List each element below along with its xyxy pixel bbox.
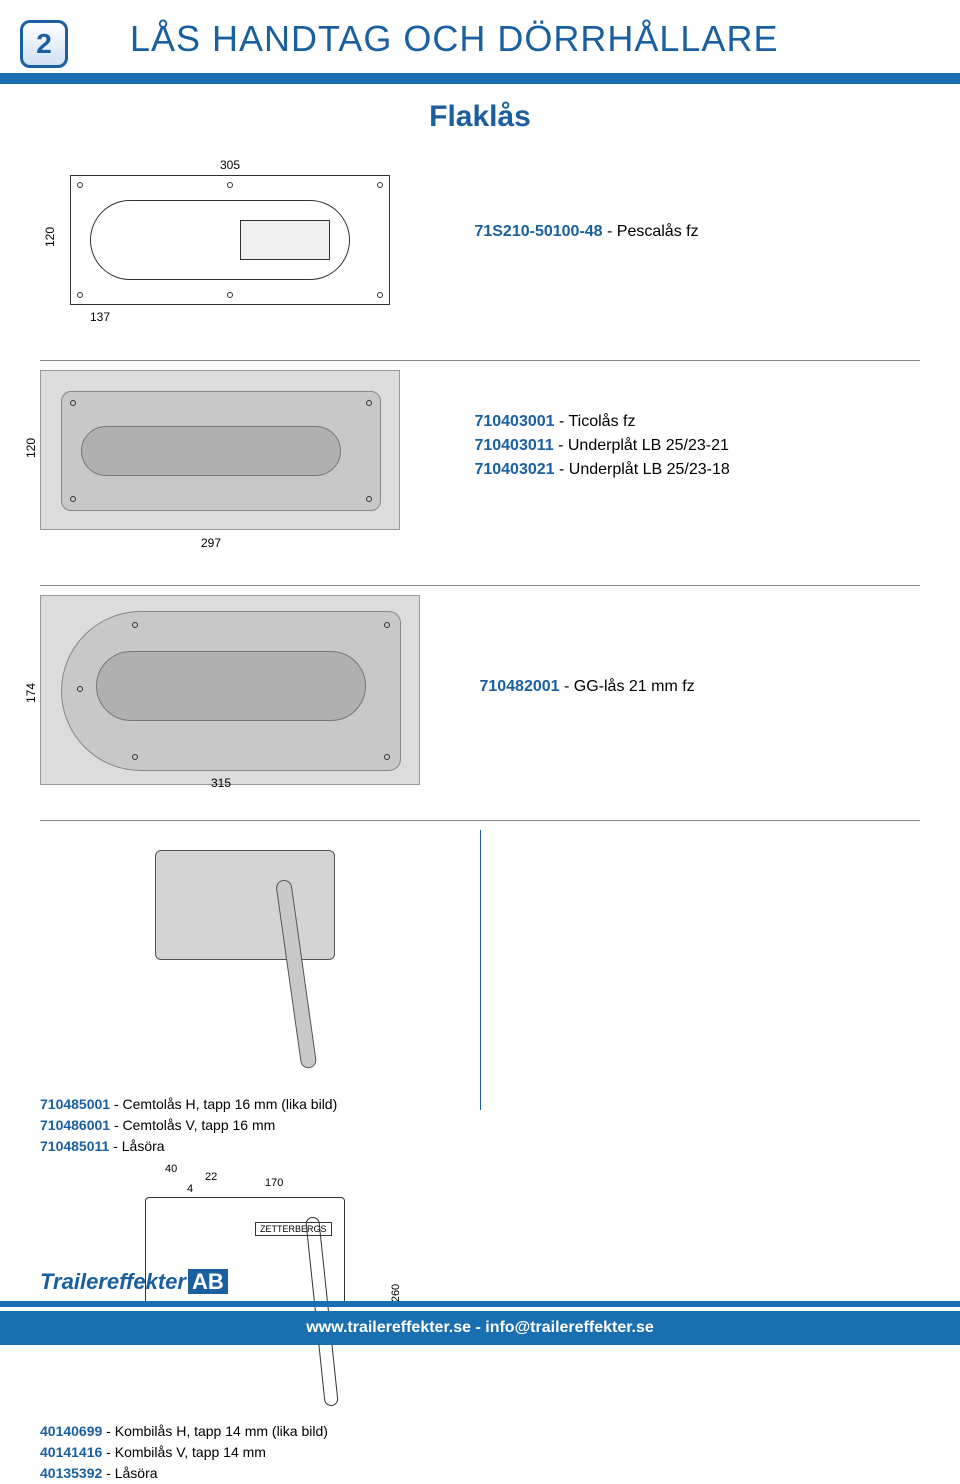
part-number: 710485011 xyxy=(40,1138,109,1154)
part-desc: - Underplåt LB 25/23-21 xyxy=(554,437,729,454)
part-number: 710482001 xyxy=(479,678,559,695)
product-line: 710403001 - Ticolås fz xyxy=(474,410,729,434)
logo-main: Trailereffekter xyxy=(40,1269,186,1294)
product-line: 40141416 - Kombilås V, tapp 14 mm xyxy=(40,1442,470,1463)
part-number: 40135392 xyxy=(40,1465,102,1481)
part-number: 71S210-50100-48 xyxy=(474,223,602,240)
photo-gglas: 174 315 xyxy=(40,595,420,785)
product-line: 710486001 - Cemtolås V, tapp 16 mm xyxy=(40,1115,470,1136)
page-subtitle: Flaklås xyxy=(0,100,960,134)
part-desc: - GG-lås 21 mm fz xyxy=(560,678,695,695)
part-desc: - Låsöra xyxy=(102,1465,157,1481)
section-gglas: 174 315 710482001 - GG-lås 21 mm fz xyxy=(40,595,920,815)
part-desc: - Cemtolås V, tapp 16 mm xyxy=(110,1117,275,1133)
part-desc: - Underplåt LB 25/23-18 xyxy=(555,461,730,478)
dimension-label: 305 xyxy=(70,158,390,172)
page-title: LÅS HANDTAG OCH DÖRRHÅLLARE xyxy=(130,18,778,60)
dimension-label: 170 xyxy=(265,1177,283,1189)
product-line: 40135392 - Låsöra xyxy=(40,1463,470,1484)
product-line: 71S210-50100-48 - Pescalås fz xyxy=(474,220,698,244)
part-desc: - Kombilås V, tapp 14 mm xyxy=(102,1444,266,1460)
part-desc: - Ticolås fz xyxy=(555,413,636,430)
part-number: 710403021 xyxy=(474,461,554,478)
page-footer: TrailereffekterAB www.trailereffekter.se… xyxy=(0,1255,960,1345)
part-desc: - Låsöra xyxy=(109,1138,164,1154)
dimension-label: 137 xyxy=(90,310,110,324)
section-pescalas: 305 120 137 71S210-50100-48 - Pescalås f… xyxy=(40,160,920,350)
dimension-label: 120 xyxy=(43,227,57,247)
part-desc: - Cemtolås H, tapp 16 mm (lika bild) xyxy=(110,1096,337,1112)
dimension-label: 120 xyxy=(24,438,38,458)
part-desc: - Kombilås H, tapp 14 mm (lika bild) xyxy=(102,1423,328,1439)
dimension-label: 297 xyxy=(201,536,221,550)
company-logo: TrailereffekterAB xyxy=(40,1269,228,1295)
footer-bar-thin xyxy=(0,1301,960,1307)
footer-bar-main: www.trailereffekter.se - info@trailereff… xyxy=(0,1311,960,1345)
logo-suffix: AB xyxy=(188,1269,228,1294)
column-left: 710485001 - Cemtolås H, tapp 16 mm (lika… xyxy=(40,830,470,1157)
part-number: 710485001 xyxy=(40,1096,110,1112)
section-divider xyxy=(40,820,920,821)
product-line: 710403011 - Underplåt LB 25/23-21 xyxy=(474,434,729,458)
page-number-badge: 2 xyxy=(20,20,68,68)
section-ticolas: 120 297 710403001 - Ticolås fz 710403011… xyxy=(40,370,920,570)
photo-cemtolas xyxy=(125,830,385,1090)
section-divider xyxy=(40,360,920,361)
dimension-label: 315 xyxy=(211,776,231,790)
part-number: 40141416 xyxy=(40,1444,102,1460)
product-line: 710485001 - Cemtolås H, tapp 16 mm (lika… xyxy=(40,1094,470,1115)
product-line: 710482001 - GG-lås 21 mm fz xyxy=(479,675,694,699)
dimension-label: 174 xyxy=(24,683,38,703)
part-number: 710403011 xyxy=(474,437,553,454)
column-separator xyxy=(480,830,481,1110)
dimension-label: 22 xyxy=(205,1171,217,1183)
part-number: 710486001 xyxy=(40,1117,110,1133)
photo-ticolas: 120 297 xyxy=(40,370,400,530)
part-number: 40140699 xyxy=(40,1423,102,1439)
product-line: 40140699 - Kombilås H, tapp 14 mm (lika … xyxy=(40,1421,470,1442)
header-bar xyxy=(0,70,960,84)
product-line: 710485011 - Låsöra xyxy=(40,1136,470,1157)
part-number: 710403001 xyxy=(474,413,554,430)
dimension-label: 40 xyxy=(165,1163,177,1175)
dimension-label: 4 xyxy=(187,1183,193,1195)
part-desc: - Pescalås fz xyxy=(603,223,699,240)
diagram-pescalas: 305 120 137 xyxy=(40,160,420,330)
section-divider xyxy=(40,585,920,586)
section-cemtolas-kombilas: 710485001 - Cemtolås H, tapp 16 mm (lika… xyxy=(40,830,920,1160)
product-line: 710403021 - Underplåt LB 25/23-18 xyxy=(474,458,729,482)
